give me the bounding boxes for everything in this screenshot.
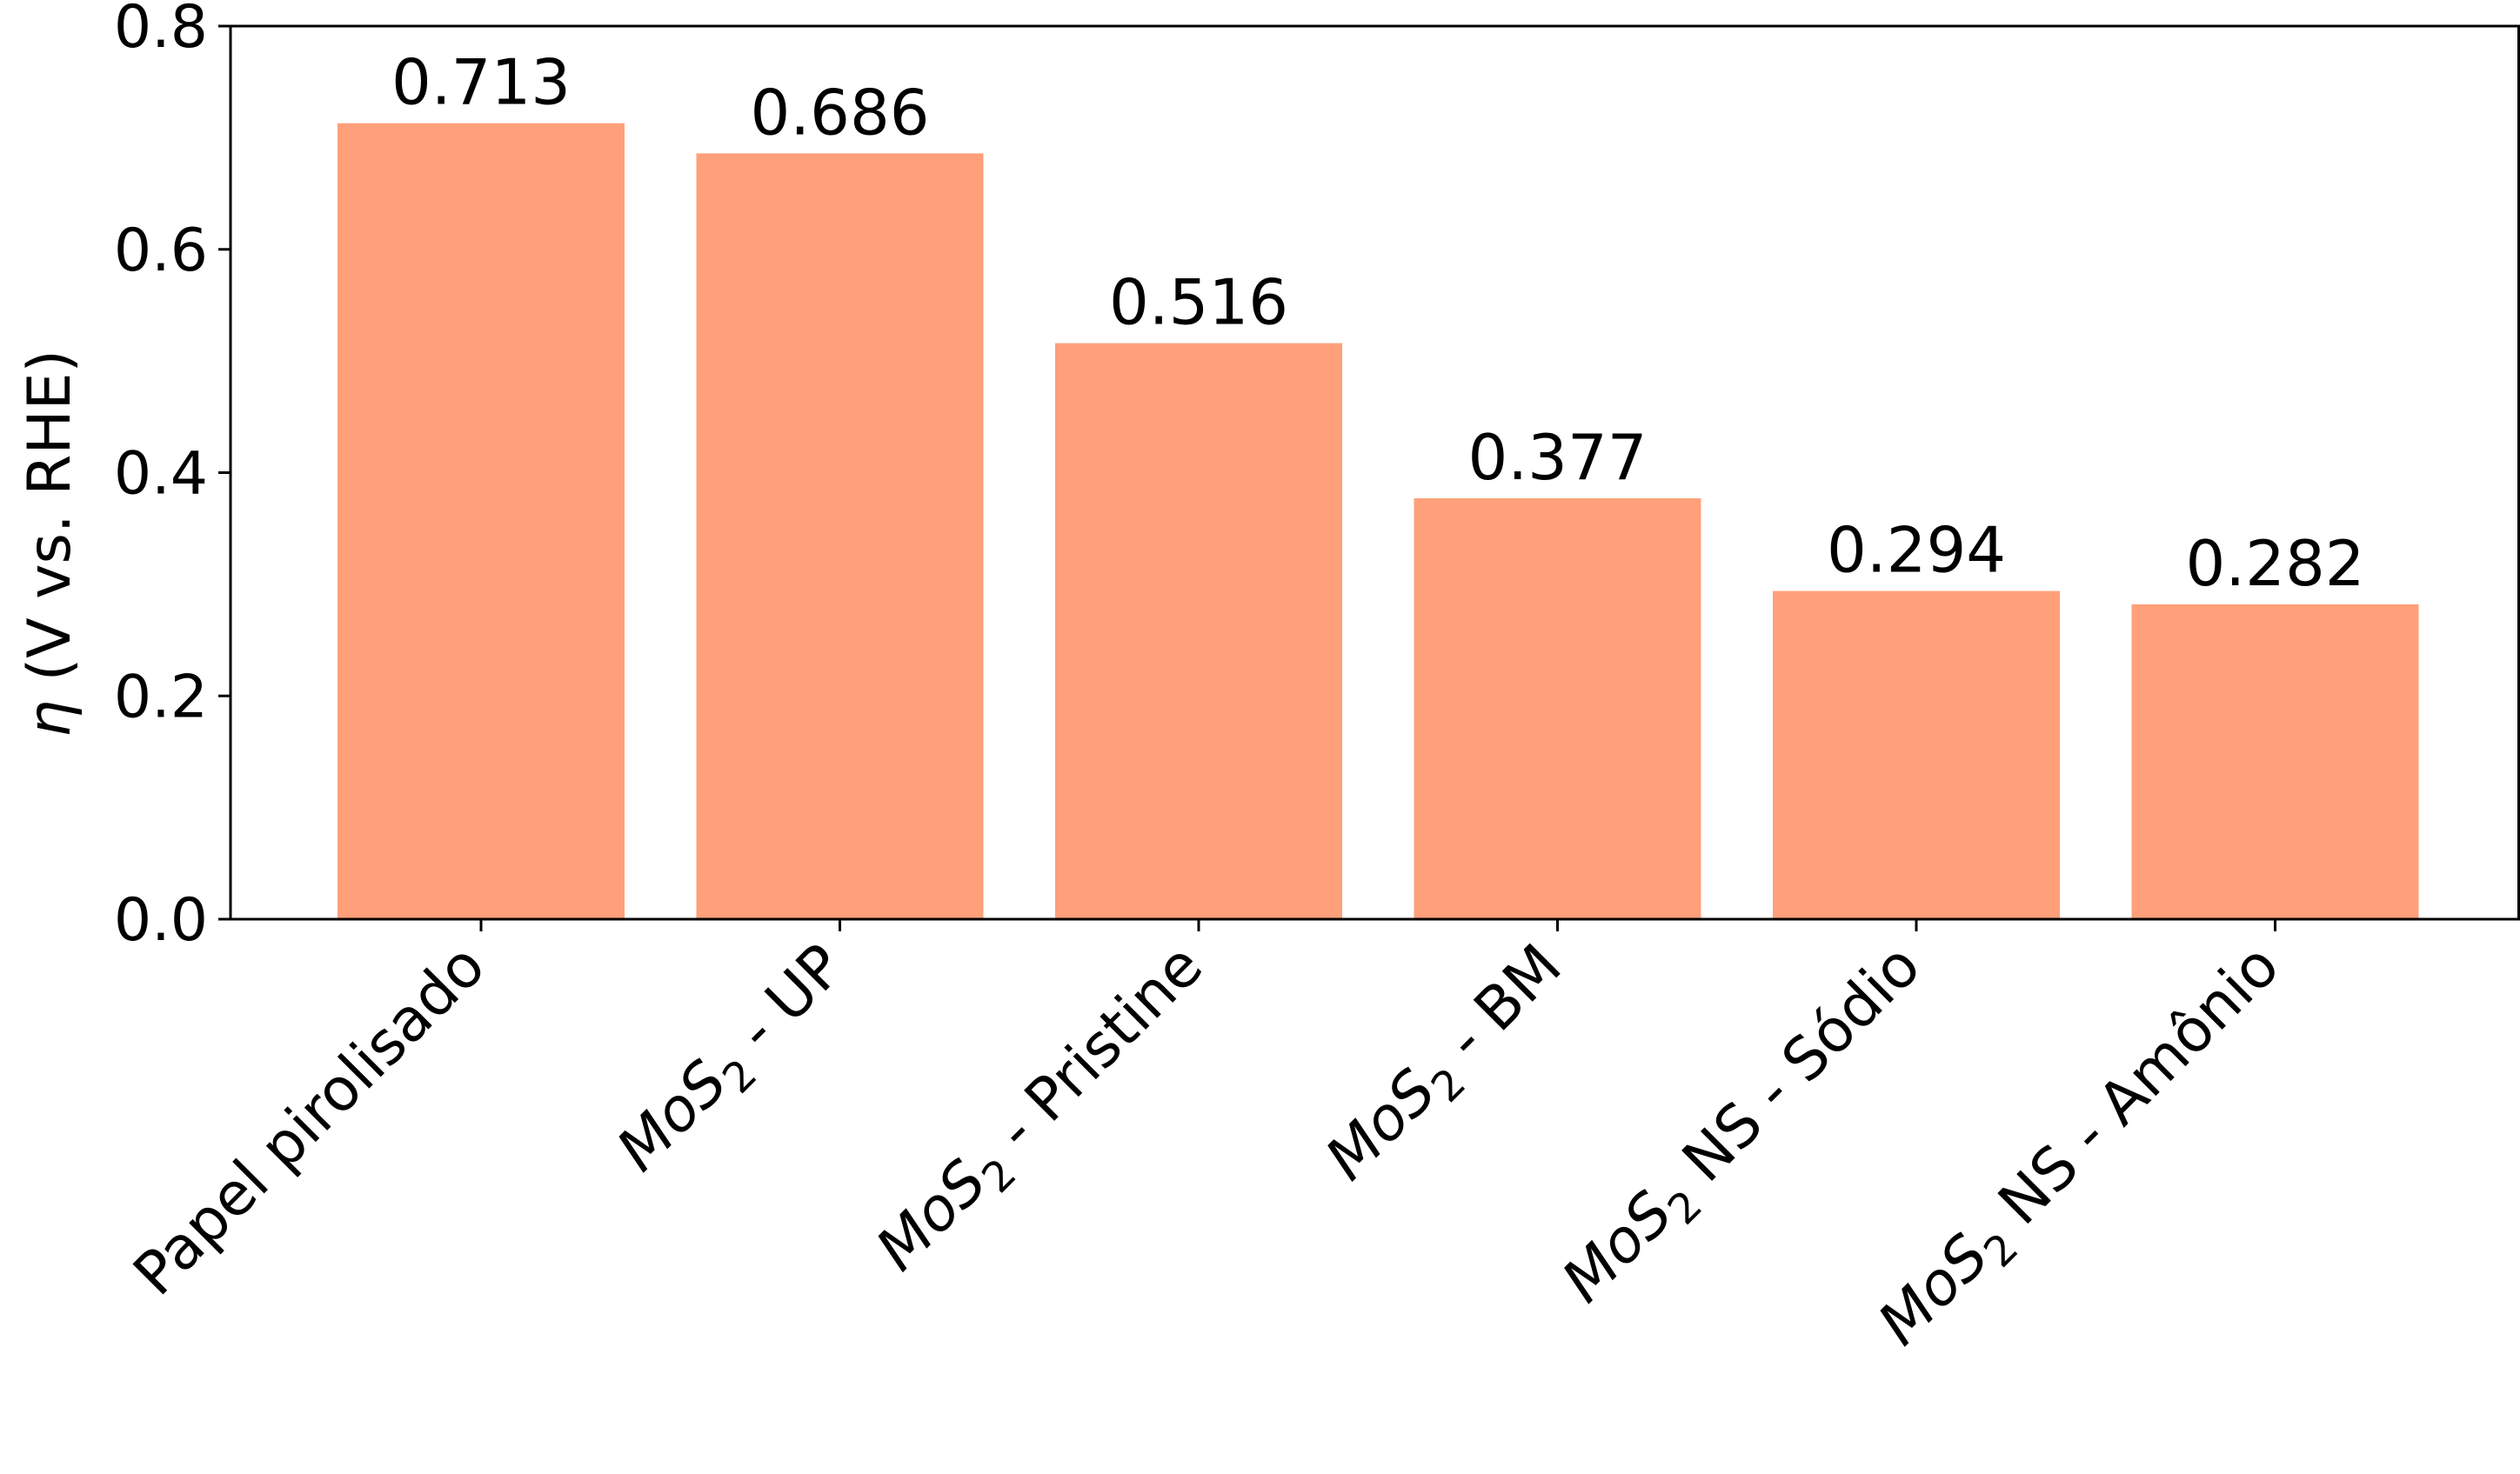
bar — [1414, 498, 1701, 919]
x-tick-label-rest: - Pristine — [971, 931, 1216, 1177]
y-tick-label: 0.0 — [114, 886, 208, 955]
x-tick-label: MoS2 NS - Amônio — [1866, 931, 2300, 1365]
y-axis-label-text: (V vs. RHE) — [16, 350, 84, 700]
bar — [1773, 590, 2060, 919]
x-tick-label: Papel pirolisado — [121, 931, 498, 1309]
bar — [696, 153, 984, 919]
bar-value-label: 0.686 — [750, 76, 929, 149]
bar-value-label: 0.516 — [1109, 266, 1288, 339]
x-tick-label: MoS2 NS - Sódio — [1549, 931, 1941, 1323]
y-axis-ticks: 0.0 0.2 0.4 0.6 0.8 — [114, 0, 231, 955]
y-axis-label: η (V vs. RHE) — [16, 350, 84, 737]
bars-layer — [338, 123, 2419, 920]
bar-value-label: 0.282 — [2185, 527, 2364, 600]
bar-value-label: 0.713 — [391, 46, 571, 119]
bar — [2131, 604, 2419, 919]
y-tick-label: 0.2 — [114, 663, 208, 731]
x-tick-label-rest: NS - Sódio — [1656, 931, 1934, 1209]
y-tick-label: 0.8 — [114, 0, 208, 62]
y-tick-label: 0.6 — [114, 217, 208, 285]
bar-value-label: 0.377 — [1467, 421, 1647, 494]
bar-value-labels: 0.713 0.686 0.516 0.377 0.294 0.282 — [391, 46, 2365, 600]
x-tick-label: MoS2 - UP — [605, 931, 865, 1191]
y-tick-label: 0.4 — [114, 440, 208, 509]
bar — [338, 123, 625, 919]
x-tick-label: MoS2 - BM — [1313, 931, 1581, 1200]
bar — [1055, 343, 1342, 920]
x-tick-label: MoS2 - Pristine — [864, 931, 1223, 1291]
x-tick-label-rest: NS - Amônio — [1973, 931, 2293, 1251]
y-axis-label-symbol: η — [16, 700, 84, 737]
bar-value-label: 0.294 — [1827, 514, 2006, 587]
